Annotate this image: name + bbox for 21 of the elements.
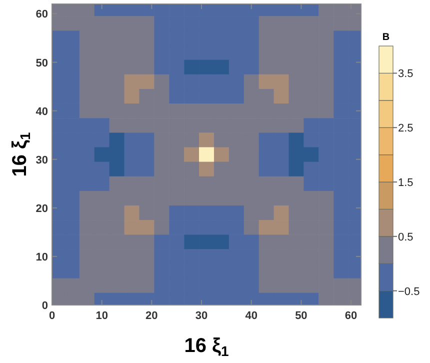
- y-tick-label: 30: [36, 154, 48, 166]
- color-bar-label: 2.5: [398, 122, 414, 135]
- x-axis-title: 16 ξ$_{1}$: [184, 335, 229, 360]
- y-tick-label: 20: [36, 202, 48, 215]
- y-tick-label: 60: [36, 8, 48, 21]
- x-tick-label: 40: [245, 310, 258, 322]
- color-bar-label: −0.5: [398, 286, 420, 298]
- color-bar-label: 3.5: [398, 68, 414, 80]
- x-tick-label: 10: [96, 310, 108, 322]
- y-tick-label: 40: [36, 106, 48, 118]
- x-tick-label: 30: [195, 310, 208, 322]
- x-tick-label: 50: [295, 310, 308, 322]
- color-bar-title: B: [382, 32, 390, 43]
- y-tick-label: 10: [36, 251, 48, 264]
- color-bar-label: 0.5: [398, 231, 414, 244]
- y-tick-label: 50: [36, 57, 48, 70]
- color-bar-label: 1.5: [398, 177, 414, 189]
- x-tick-label: 60: [344, 310, 358, 322]
- y-tick-label: 0: [42, 300, 48, 312]
- x-tick-label: 20: [146, 310, 158, 322]
- x-tick-label: 0: [48, 310, 56, 322]
